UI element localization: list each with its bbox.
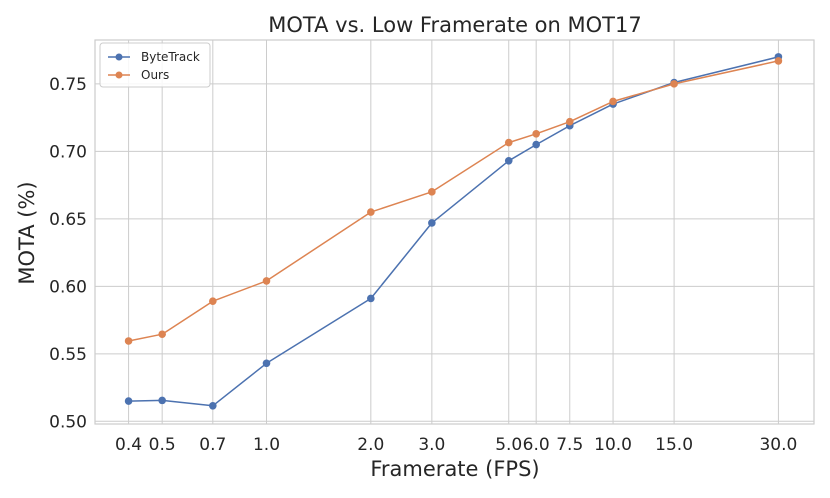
data-point-bytetrack: [209, 401, 217, 410]
y-tick-label: 0.60: [49, 277, 87, 297]
y-tick-label: 0.70: [49, 142, 87, 162]
x-tick-label: 0.7: [199, 435, 226, 455]
data-point-bytetrack: [158, 396, 166, 405]
x-tick-label: 30.0: [759, 435, 797, 455]
data-point-ours: [158, 330, 166, 339]
y-axis-label: MOTA (%): [15, 181, 39, 284]
data-point-ours: [670, 80, 678, 88]
data-point-bytetrack: [262, 359, 271, 368]
x-tick-label: 1.0: [253, 435, 280, 455]
x-tick-label: 15.0: [655, 435, 693, 455]
chart-title: MOTA vs. Low Framerate on MOT17: [268, 13, 641, 37]
plot-frame: [94, 39, 815, 425]
y-tick-label: 0.75: [49, 75, 87, 95]
x-tick-label: 5.0: [495, 435, 522, 455]
series-line-ours: [128, 60, 779, 342]
legend-label-bytetrack: ByteTrack: [141, 50, 200, 64]
x-tick-label: 7.5: [556, 435, 583, 455]
data-point-ours: [609, 97, 617, 106]
legend: ByteTrack Ours: [99, 42, 211, 88]
data-point-ours: [774, 57, 783, 65]
x-axis-label: Framerate (FPS): [370, 457, 539, 481]
legend-label-ours: Ours: [141, 68, 169, 82]
series-ours: [124, 57, 783, 345]
x-tick-label: 10.0: [594, 435, 632, 455]
y-tick-label: 0.55: [49, 345, 87, 365]
legend-marker-bytetrack: [115, 53, 123, 61]
data-point-bytetrack: [504, 157, 513, 165]
x-tick-label: 0.4: [115, 435, 142, 455]
series: [124, 53, 783, 410]
data-point-ours: [262, 277, 271, 285]
x-tick-label: 3.0: [418, 435, 445, 455]
grid: [95, 40, 814, 424]
data-point-ours: [565, 117, 574, 126]
y-axis-ticks: 0.50 0.55 0.60 0.65 0.70 0.75: [49, 75, 87, 432]
data-point-ours: [367, 208, 375, 216]
series-line-bytetrack: [128, 56, 779, 407]
legend-box: [99, 42, 211, 88]
x-tick-label: 0.5: [149, 435, 176, 455]
y-tick-label: 0.65: [49, 210, 87, 230]
x-tick-label: 6.0: [523, 435, 550, 455]
y-tick-label: 0.50: [49, 412, 87, 432]
legend-marker-ours: [115, 71, 123, 79]
data-point-ours: [532, 130, 540, 138]
x-axis-ticks: 0.4 0.5 0.7 1.0 2.0 3.0 5.0 6.0 7.5 10.0 15.0 30.0: [115, 435, 797, 455]
x-tick-label: 2.0: [357, 435, 384, 455]
data-point-ours: [209, 297, 217, 305]
data-point-bytetrack: [367, 294, 375, 303]
data-point-ours: [428, 188, 436, 196]
data-point-bytetrack: [124, 397, 133, 405]
data-point-bytetrack: [532, 140, 540, 149]
data-point-bytetrack: [428, 219, 436, 227]
data-point-ours: [124, 337, 133, 345]
data-point-ours: [504, 138, 513, 147]
